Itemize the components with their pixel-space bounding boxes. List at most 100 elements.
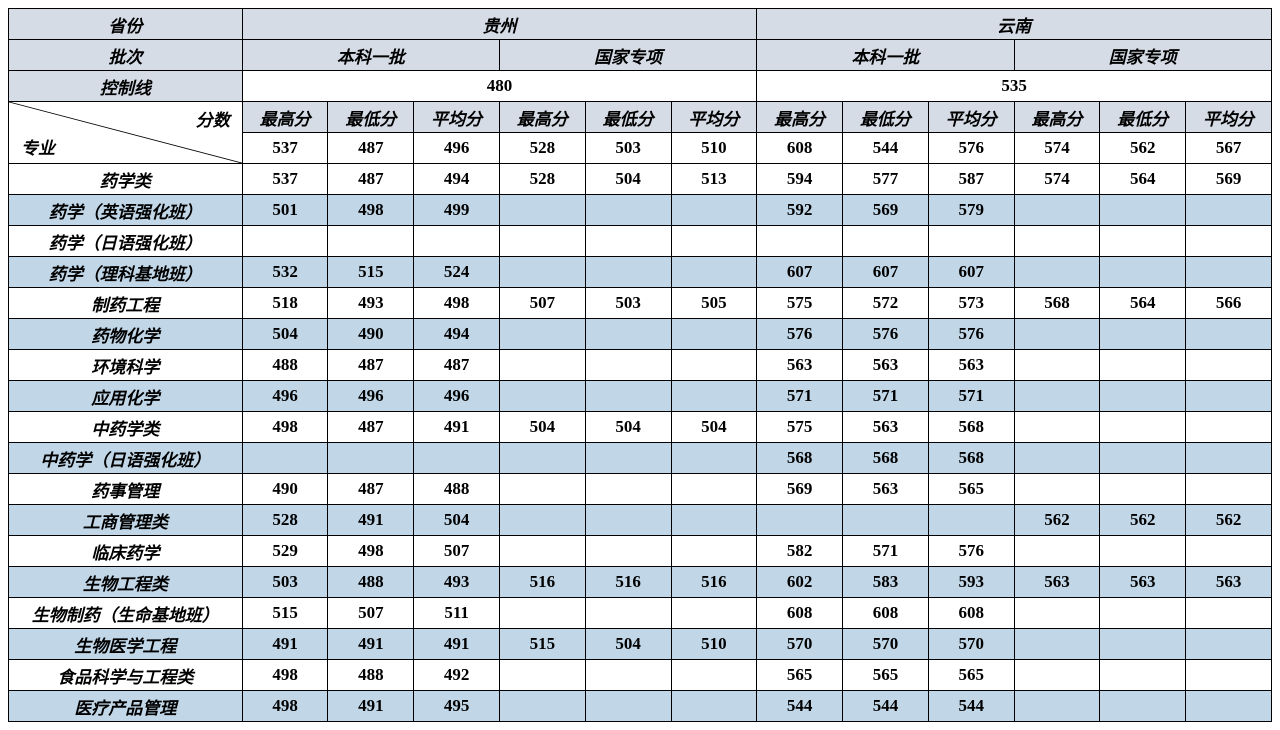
data-cell: 568: [757, 443, 843, 474]
data-cell: [1186, 629, 1272, 660]
data-cell: 507: [328, 598, 414, 629]
data-cell: 563: [843, 474, 929, 505]
data-cell: 511: [414, 598, 500, 629]
data-cell: 491: [414, 629, 500, 660]
data-cell: 491: [414, 412, 500, 443]
data-cell: [500, 598, 586, 629]
data-cell: 487: [328, 164, 414, 195]
data-cell: [671, 505, 757, 536]
data-cell: 576: [757, 319, 843, 350]
score-col: 平均分: [671, 102, 757, 133]
data-cell: 504: [671, 412, 757, 443]
data-cell: 518: [242, 288, 328, 319]
data-cell: [1014, 691, 1100, 722]
data-cell: [585, 598, 671, 629]
table-row: 制药工程518493498507503505575572573568564566: [9, 288, 1272, 319]
data-cell: 532: [242, 257, 328, 288]
data-cell: [1100, 381, 1186, 412]
data-cell: 528: [500, 164, 586, 195]
data-cell: [1186, 443, 1272, 474]
data-cell: 487: [414, 350, 500, 381]
data-cell: 507: [414, 536, 500, 567]
data-cell: 563: [928, 350, 1014, 381]
data-cell: [1186, 226, 1272, 257]
data-cell: [1014, 350, 1100, 381]
data-cell: 565: [757, 660, 843, 691]
data-cell: 491: [328, 629, 414, 660]
table-header: 省份 贵州 云南 批次 本科一批 国家专项 本科一批 国家专项 控制线 480 …: [9, 9, 1272, 164]
data-cell: 562: [1014, 505, 1100, 536]
score-label: 分数: [196, 106, 230, 131]
data-cell: [1186, 257, 1272, 288]
data-cell: 505: [671, 288, 757, 319]
score-col: 最高分: [500, 102, 586, 133]
major-name: 应用化学: [9, 381, 243, 412]
data-cell: [500, 195, 586, 226]
data-cell: 498: [328, 195, 414, 226]
summary-cell: 503: [585, 133, 671, 164]
diagonal-header: 分数 专业: [9, 102, 243, 164]
data-cell: 487: [328, 350, 414, 381]
data-cell: [1014, 381, 1100, 412]
data-cell: [500, 536, 586, 567]
data-cell: [1014, 195, 1100, 226]
data-cell: [1100, 629, 1186, 660]
table-row: 生物医学工程491491491515504510570570570: [9, 629, 1272, 660]
data-cell: [1100, 412, 1186, 443]
data-cell: [1186, 598, 1272, 629]
data-cell: [928, 226, 1014, 257]
table-row: 生物工程类50348849351651651660258359356356356…: [9, 567, 1272, 598]
summary-cell: 574: [1014, 133, 1100, 164]
data-cell: 504: [585, 629, 671, 660]
province-label: 省份: [9, 9, 243, 40]
summary-cell: 496: [414, 133, 500, 164]
data-cell: 565: [928, 660, 1014, 691]
score-col: 最低分: [1100, 102, 1186, 133]
data-cell: [1186, 660, 1272, 691]
table-row: 中药学（日语强化班）568568568: [9, 443, 1272, 474]
data-cell: 504: [585, 412, 671, 443]
data-cell: 544: [757, 691, 843, 722]
data-cell: [1186, 350, 1272, 381]
data-cell: 487: [328, 474, 414, 505]
data-cell: 607: [757, 257, 843, 288]
data-cell: [1100, 660, 1186, 691]
data-cell: [1014, 319, 1100, 350]
table-row: 药学类537487494528504513594577587574564569: [9, 164, 1272, 195]
data-cell: 504: [414, 505, 500, 536]
data-cell: 575: [757, 288, 843, 319]
data-cell: [1100, 350, 1186, 381]
summary-cell: 567: [1186, 133, 1272, 164]
data-cell: [585, 226, 671, 257]
data-cell: [242, 226, 328, 257]
data-cell: 563: [843, 412, 929, 443]
data-cell: 492: [414, 660, 500, 691]
data-cell: 570: [843, 629, 929, 660]
table-row: 应用化学496496496571571571: [9, 381, 1272, 412]
data-cell: 576: [928, 319, 1014, 350]
cutoff-yunnan: 535: [757, 71, 1272, 102]
data-cell: 565: [928, 474, 1014, 505]
data-cell: [843, 505, 929, 536]
data-cell: 562: [1186, 505, 1272, 536]
data-cell: 571: [757, 381, 843, 412]
data-cell: 496: [414, 381, 500, 412]
data-cell: [1100, 319, 1186, 350]
table-row: 药学（理科基地班）532515524607607607: [9, 257, 1272, 288]
data-cell: 524: [414, 257, 500, 288]
data-cell: 496: [328, 381, 414, 412]
major-name: 中药学类: [9, 412, 243, 443]
data-cell: [1186, 319, 1272, 350]
data-cell: 491: [328, 505, 414, 536]
data-cell: 515: [242, 598, 328, 629]
data-cell: 504: [585, 164, 671, 195]
data-cell: 494: [414, 319, 500, 350]
summary-cell: 544: [843, 133, 929, 164]
data-cell: [1014, 412, 1100, 443]
major-label: 专业: [21, 134, 55, 159]
data-cell: [585, 195, 671, 226]
data-cell: 566: [1186, 288, 1272, 319]
batch-cell: 国家专项: [1014, 40, 1271, 71]
data-cell: 491: [328, 691, 414, 722]
score-col: 平均分: [928, 102, 1014, 133]
